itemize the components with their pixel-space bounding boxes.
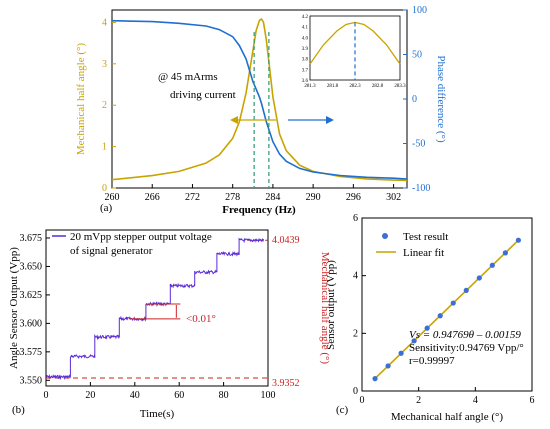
- panel-c-fit-line: [374, 239, 519, 380]
- panel-c-y-axis-label: Sensor output (Vpp): [325, 260, 337, 350]
- panel-a-left-y-label: Mechanical half angle (°): [75, 43, 87, 156]
- panel-b-x-tick-label: 80: [219, 390, 229, 401]
- panel-a-x-tick-label: 290: [306, 192, 321, 203]
- panel-b-x-tick-label: 100: [261, 390, 276, 401]
- inset-y-tick-label: 4.0: [302, 36, 309, 41]
- panel-a-left-y-tick-label: 3: [102, 59, 107, 70]
- panel-b-legend-line-2: of signal generator: [70, 245, 153, 257]
- panel-a-annotation-2: driving current: [170, 89, 236, 101]
- panel-c-data-point: [463, 287, 469, 293]
- panel-a-right-y-tick-label: 50: [412, 50, 422, 61]
- right-arrow: [288, 116, 334, 124]
- panel-a-x-tick-label: 296: [346, 192, 361, 203]
- inset-y-tick-label: 4.1: [302, 26, 309, 31]
- panel-c-y-tick-label: 4: [353, 271, 358, 282]
- panel-a-left-y-tick-label: 1: [102, 142, 107, 153]
- panel-b-right-y-label: Mechanical half angle (°): [319, 252, 331, 365]
- panel-c-data-point: [489, 262, 495, 268]
- panel-b-x-tick-label: 40: [130, 390, 140, 401]
- inset-y-tick-label: 4.2: [302, 15, 309, 20]
- panel-a-label: (a): [100, 202, 113, 214]
- panel-b-y-tick-label: 3.625: [20, 290, 43, 301]
- panel-b-label: (b): [12, 404, 25, 416]
- panel-c-x-tick-label: 4: [473, 395, 478, 406]
- panel-b-legend-line-1: 20 mVpp stepper output voltage: [70, 231, 212, 243]
- panel-a-right-y-tick-label: 100: [412, 5, 427, 16]
- panel-c-frame: [361, 217, 533, 392]
- panel-a-x-tick-label: 266: [145, 192, 160, 203]
- panel-b-x-axis-label: Time(s): [140, 408, 175, 420]
- panel-c-data-point: [411, 338, 417, 344]
- panel-c-data-point: [424, 325, 430, 331]
- panel-a-phase-curve: [111, 19, 408, 180]
- inset-x-tick-label: 281.3: [304, 84, 316, 89]
- panel-c-y-tick-label: 0: [353, 386, 358, 397]
- panel-c-data-point: [385, 363, 391, 369]
- panel-b-y-tick-label: 3.675: [20, 233, 43, 244]
- panel-a-left-y-tick-label: 4: [102, 17, 107, 28]
- panel-c-data-point: [450, 300, 456, 306]
- panel-c-data-point: [476, 275, 482, 281]
- panel-c-legend-points: Test result: [403, 231, 448, 243]
- panel-c: 0 2 4 6 0 2 4 6 Test result Linear fit Vs = 0.…: [325, 213, 535, 423]
- panel-a-x-axis-label: Frequency (Hz): [222, 204, 296, 216]
- panel-c-x-tick-label: 6: [530, 395, 535, 406]
- panel-b-right-top-label: 4.0439: [272, 235, 300, 246]
- panel-a-left-y-tick-label: 2: [102, 100, 107, 111]
- panel-b-left-y-label: Angle Sensor Output (Vpp): [8, 247, 20, 369]
- panel-a-x-tick-label: 284: [265, 192, 280, 203]
- panel-b-y-tick-label: 3.550: [20, 375, 43, 386]
- panel-a-x-tick-label: 260: [105, 192, 120, 203]
- left-arrow: [230, 116, 276, 124]
- inset-y-tick-label: 3.6: [302, 79, 309, 84]
- panel-c-data-point: [502, 250, 508, 256]
- panel-a-x-tick-label: 302: [386, 192, 401, 203]
- inset-frame: [309, 15, 401, 81]
- inset-y-tick-label: 3.9: [302, 47, 309, 52]
- panel-a-right-y-tick-label: -100: [412, 183, 430, 194]
- panel-c-y-tick-label: 6: [353, 213, 358, 224]
- inset-y-tick-label: 3.7: [302, 68, 309, 73]
- inset-x-tick-label: 282.3: [349, 84, 361, 89]
- panel-a-annotation-1: @ 45 mArms: [158, 71, 218, 83]
- panel-b-x-tick-label: 0: [44, 390, 49, 401]
- panel-b: 0 20 40 60 80 100 3.550 3.575 3.600 3.625 3.650 3.…: [8, 229, 331, 420]
- panel-c-x-tick-label: 2: [416, 395, 421, 406]
- panel-a-right-y-label: Phase difference (°): [435, 55, 447, 143]
- panel-c-y-tick-label: 2: [353, 328, 358, 339]
- panel-a: 260 266 272 278 284 290 296 302 0 1 2 3 4 -100 -50 0 5…: [75, 5, 447, 216]
- panel-b-y-tick-label: 3.575: [20, 347, 43, 358]
- panel-b-x-tick-label: 20: [85, 390, 95, 401]
- panel-c-x-tick-label: 0: [360, 395, 365, 406]
- panel-a-right-y-tick-label: 0: [412, 94, 417, 105]
- inset-x-tick-label: 281.8: [327, 84, 339, 89]
- panel-b-x-tick-label: 60: [174, 390, 184, 401]
- panel-a-x-tick-label: 278: [225, 192, 240, 203]
- panel-b-step-note: <0.01°: [186, 313, 216, 325]
- panel-c-label: (c): [336, 404, 349, 416]
- panel-c-data-point: [398, 350, 404, 356]
- panel-c-r-value: r=0.99997: [409, 355, 455, 367]
- inset-x-tick-label: 282.8: [372, 84, 384, 89]
- inset-y-tick-label: 3.8: [302, 58, 309, 63]
- panel-b-y-tick-label: 3.650: [20, 261, 43, 272]
- panel-a-right-y-tick-label: -50: [412, 139, 425, 150]
- inset-x-tick-label: 283.3: [394, 84, 406, 89]
- panel-c-legend-point: [382, 233, 388, 239]
- panel-a-left-y-tick-label: 0: [102, 183, 107, 194]
- panel-b-frame: [45, 229, 269, 387]
- panel-b-y-tick-label: 3.600: [20, 318, 43, 329]
- panel-c-data-point: [437, 313, 443, 319]
- panel-b-right-bottom-label: 3.9352: [272, 378, 300, 389]
- panel-c-data-point: [515, 237, 522, 243]
- panel-b-step-trace: [45, 237, 265, 381]
- panel-c-data-point: [372, 376, 378, 382]
- panel-c-legend-line: Linear fit: [403, 247, 444, 259]
- panel-c-sensitivity: Sensitivity:0.94769 Vpp/°: [409, 342, 524, 354]
- panel-c-x-axis-label: Mechanical half angle (°): [391, 411, 504, 423]
- panel-a-x-tick-label: 272: [185, 192, 200, 203]
- panel-c-equation: Vs = 0.94769θ – 0.00159: [409, 329, 521, 341]
